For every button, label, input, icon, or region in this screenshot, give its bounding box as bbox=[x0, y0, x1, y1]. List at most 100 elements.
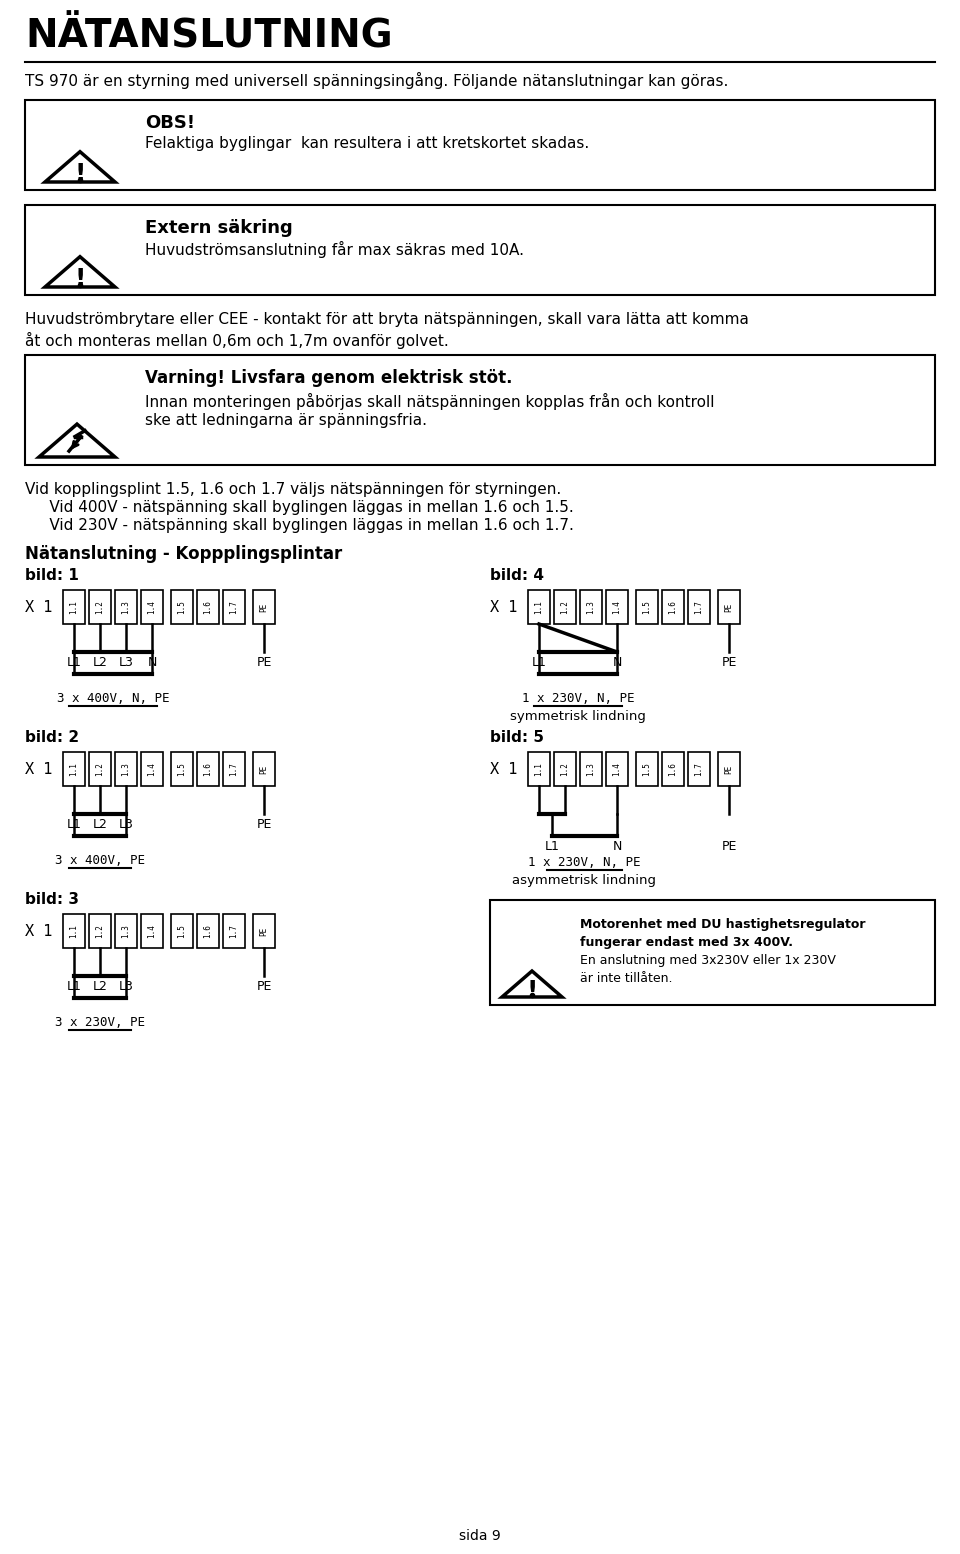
Text: PE: PE bbox=[256, 817, 272, 831]
Text: L2: L2 bbox=[92, 981, 108, 993]
FancyBboxPatch shape bbox=[528, 752, 550, 786]
Text: 1.3: 1.3 bbox=[122, 925, 131, 939]
Text: åt och monteras mellan 0,6m och 1,7m ovanför golvet.: åt och monteras mellan 0,6m och 1,7m ova… bbox=[25, 333, 448, 350]
Text: 1.3: 1.3 bbox=[122, 600, 131, 614]
Text: TS 970 är en styrning med universell spänningsingång. Följande nätanslutningar k: TS 970 är en styrning med universell spä… bbox=[25, 71, 729, 89]
Text: Varning! Livsfara genom elektrisk stöt.: Varning! Livsfara genom elektrisk stöt. bbox=[145, 368, 513, 387]
FancyBboxPatch shape bbox=[554, 752, 576, 786]
Text: sida 9: sida 9 bbox=[459, 1529, 501, 1543]
FancyBboxPatch shape bbox=[223, 914, 245, 948]
FancyBboxPatch shape bbox=[115, 591, 137, 625]
Text: 1.7: 1.7 bbox=[694, 600, 704, 614]
Text: 1.4: 1.4 bbox=[612, 761, 621, 775]
FancyBboxPatch shape bbox=[197, 752, 219, 786]
Text: 3 x 230V, PE: 3 x 230V, PE bbox=[55, 1016, 145, 1029]
Text: är inte tillåten.: är inte tillåten. bbox=[580, 971, 673, 985]
Text: 1.1: 1.1 bbox=[535, 600, 543, 614]
Text: N: N bbox=[612, 656, 622, 670]
Text: PE: PE bbox=[256, 656, 272, 670]
Text: 1.4: 1.4 bbox=[148, 600, 156, 614]
Text: L1: L1 bbox=[532, 656, 546, 670]
Text: 1.2: 1.2 bbox=[95, 761, 105, 775]
Text: L2: L2 bbox=[92, 656, 108, 670]
Text: 1.5: 1.5 bbox=[178, 600, 186, 614]
Text: 1.7: 1.7 bbox=[229, 600, 238, 614]
Text: 1.1: 1.1 bbox=[69, 600, 79, 614]
Text: 1.1: 1.1 bbox=[69, 925, 79, 939]
FancyBboxPatch shape bbox=[253, 914, 275, 948]
Text: X 1: X 1 bbox=[490, 600, 517, 614]
Text: 1.3: 1.3 bbox=[122, 761, 131, 775]
FancyBboxPatch shape bbox=[636, 752, 658, 786]
Text: !: ! bbox=[74, 163, 85, 186]
Text: 1.2: 1.2 bbox=[95, 925, 105, 939]
Text: 1.3: 1.3 bbox=[587, 600, 595, 614]
Text: !: ! bbox=[526, 979, 538, 1002]
Text: Extern säkring: Extern säkring bbox=[145, 219, 293, 238]
FancyBboxPatch shape bbox=[606, 591, 628, 625]
Text: X 1: X 1 bbox=[490, 761, 517, 777]
FancyBboxPatch shape bbox=[718, 591, 740, 625]
FancyBboxPatch shape bbox=[253, 591, 275, 625]
Text: 1.4: 1.4 bbox=[612, 600, 621, 614]
Text: 1.2: 1.2 bbox=[561, 761, 569, 775]
FancyBboxPatch shape bbox=[171, 914, 193, 948]
FancyBboxPatch shape bbox=[662, 591, 684, 625]
FancyBboxPatch shape bbox=[197, 591, 219, 625]
Text: 1.5: 1.5 bbox=[642, 600, 652, 614]
FancyBboxPatch shape bbox=[141, 752, 163, 786]
Text: X 1: X 1 bbox=[25, 600, 53, 614]
Text: 1.4: 1.4 bbox=[148, 761, 156, 775]
Text: 1.2: 1.2 bbox=[561, 600, 569, 614]
Text: bild: 4: bild: 4 bbox=[490, 569, 544, 583]
FancyBboxPatch shape bbox=[718, 752, 740, 786]
FancyBboxPatch shape bbox=[554, 591, 576, 625]
Text: OBS!: OBS! bbox=[145, 113, 195, 132]
FancyBboxPatch shape bbox=[580, 591, 602, 625]
Text: symmetrisk lindning: symmetrisk lindning bbox=[510, 710, 646, 723]
FancyBboxPatch shape bbox=[63, 591, 85, 625]
FancyBboxPatch shape bbox=[580, 752, 602, 786]
Text: N: N bbox=[612, 841, 622, 853]
Text: 1.7: 1.7 bbox=[229, 761, 238, 775]
FancyBboxPatch shape bbox=[141, 914, 163, 948]
Text: 1.1: 1.1 bbox=[69, 761, 79, 775]
Text: 1.6: 1.6 bbox=[204, 925, 212, 939]
Text: X 1: X 1 bbox=[25, 761, 53, 777]
FancyBboxPatch shape bbox=[141, 591, 163, 625]
Text: bild: 2: bild: 2 bbox=[25, 730, 79, 744]
Text: PE: PE bbox=[725, 603, 733, 612]
FancyBboxPatch shape bbox=[89, 752, 111, 786]
Text: 1.6: 1.6 bbox=[668, 600, 678, 614]
Text: !: ! bbox=[74, 267, 85, 292]
Text: X 1: X 1 bbox=[25, 923, 53, 939]
Text: bild: 5: bild: 5 bbox=[490, 730, 544, 744]
Text: 1 x 230V, N, PE: 1 x 230V, N, PE bbox=[521, 692, 635, 706]
Text: 1.3: 1.3 bbox=[587, 761, 595, 775]
FancyBboxPatch shape bbox=[688, 591, 710, 625]
Text: PE: PE bbox=[721, 656, 736, 670]
Text: L3: L3 bbox=[119, 656, 133, 670]
Text: PE: PE bbox=[259, 603, 269, 612]
Text: L1: L1 bbox=[66, 981, 82, 993]
FancyBboxPatch shape bbox=[115, 752, 137, 786]
Text: N: N bbox=[147, 656, 156, 670]
Text: PE: PE bbox=[259, 926, 269, 936]
Text: bild: 3: bild: 3 bbox=[25, 892, 79, 908]
Text: 1.6: 1.6 bbox=[204, 761, 212, 775]
Text: Motorenhet med DU hastighetsregulator: Motorenhet med DU hastighetsregulator bbox=[580, 918, 866, 931]
Text: PE: PE bbox=[721, 841, 736, 853]
Text: asymmetrisk lindning: asymmetrisk lindning bbox=[513, 873, 657, 887]
FancyBboxPatch shape bbox=[197, 914, 219, 948]
Text: Nätanslutning - Koppplingsplintar: Nätanslutning - Koppplingsplintar bbox=[25, 545, 343, 563]
Text: L1: L1 bbox=[544, 841, 560, 853]
Text: PE: PE bbox=[259, 765, 269, 774]
Text: Vid kopplingsplint 1.5, 1.6 och 1.7 väljs nätspänningen för styrningen.: Vid kopplingsplint 1.5, 1.6 och 1.7 välj… bbox=[25, 482, 562, 497]
Text: 1.7: 1.7 bbox=[694, 761, 704, 775]
FancyBboxPatch shape bbox=[223, 752, 245, 786]
Text: Felaktiga byglingar  kan resultera i att kretskortet skadas.: Felaktiga byglingar kan resultera i att … bbox=[145, 137, 589, 151]
Text: Innan monteringen påbörjas skall nätspänningen kopplas från och kontroll: Innan monteringen påbörjas skall nätspän… bbox=[145, 393, 714, 410]
Text: 1.6: 1.6 bbox=[668, 761, 678, 775]
Text: L1: L1 bbox=[66, 656, 82, 670]
Text: 3 x 400V, N, PE: 3 x 400V, N, PE bbox=[57, 692, 169, 706]
